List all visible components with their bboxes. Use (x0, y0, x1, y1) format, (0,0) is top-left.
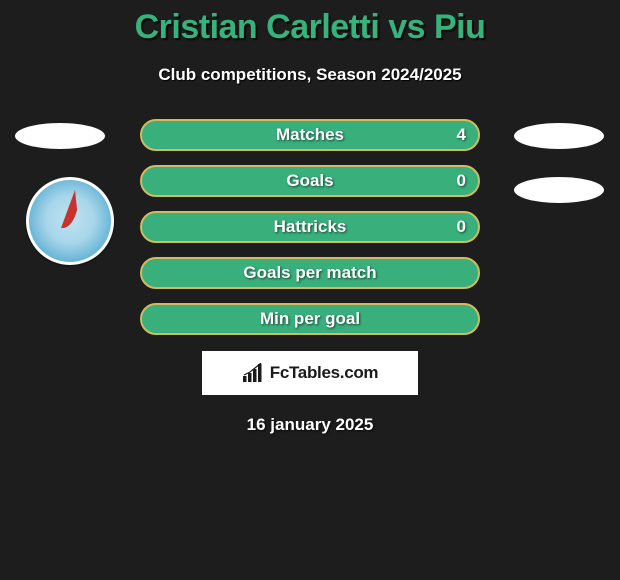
stat-label: Goals per match (243, 263, 376, 283)
brand-text: FcTables.com (270, 363, 379, 383)
player-right-club-placeholder (514, 177, 604, 203)
stat-label: Min per goal (260, 309, 360, 329)
bars-ascending-icon (242, 363, 266, 383)
page-title: Cristian Carletti vs Piu (0, 0, 620, 47)
stat-right-value: 4 (457, 125, 466, 145)
player-right-photo-placeholder (514, 123, 604, 149)
stat-row-min-per-goal: Min per goal (140, 303, 480, 335)
stat-row-matches: Matches 4 (140, 119, 480, 151)
stat-row-hattricks: Hattricks 0 (140, 211, 480, 243)
page-subtitle: Club competitions, Season 2024/2025 (0, 65, 620, 85)
brand-box: FcTables.com (202, 351, 418, 395)
player-left-photo-placeholder (15, 123, 105, 149)
stat-right-value: 0 (457, 171, 466, 191)
stat-label: Matches (276, 125, 344, 145)
stat-right-value: 0 (457, 217, 466, 237)
stat-label: Goals (286, 171, 333, 191)
stat-row-goals-per-match: Goals per match (140, 257, 480, 289)
stat-label: Hattricks (274, 217, 347, 237)
stat-row-goals: Goals 0 (140, 165, 480, 197)
date-text: 16 january 2025 (0, 415, 620, 435)
player-left-club-badge (26, 177, 114, 265)
